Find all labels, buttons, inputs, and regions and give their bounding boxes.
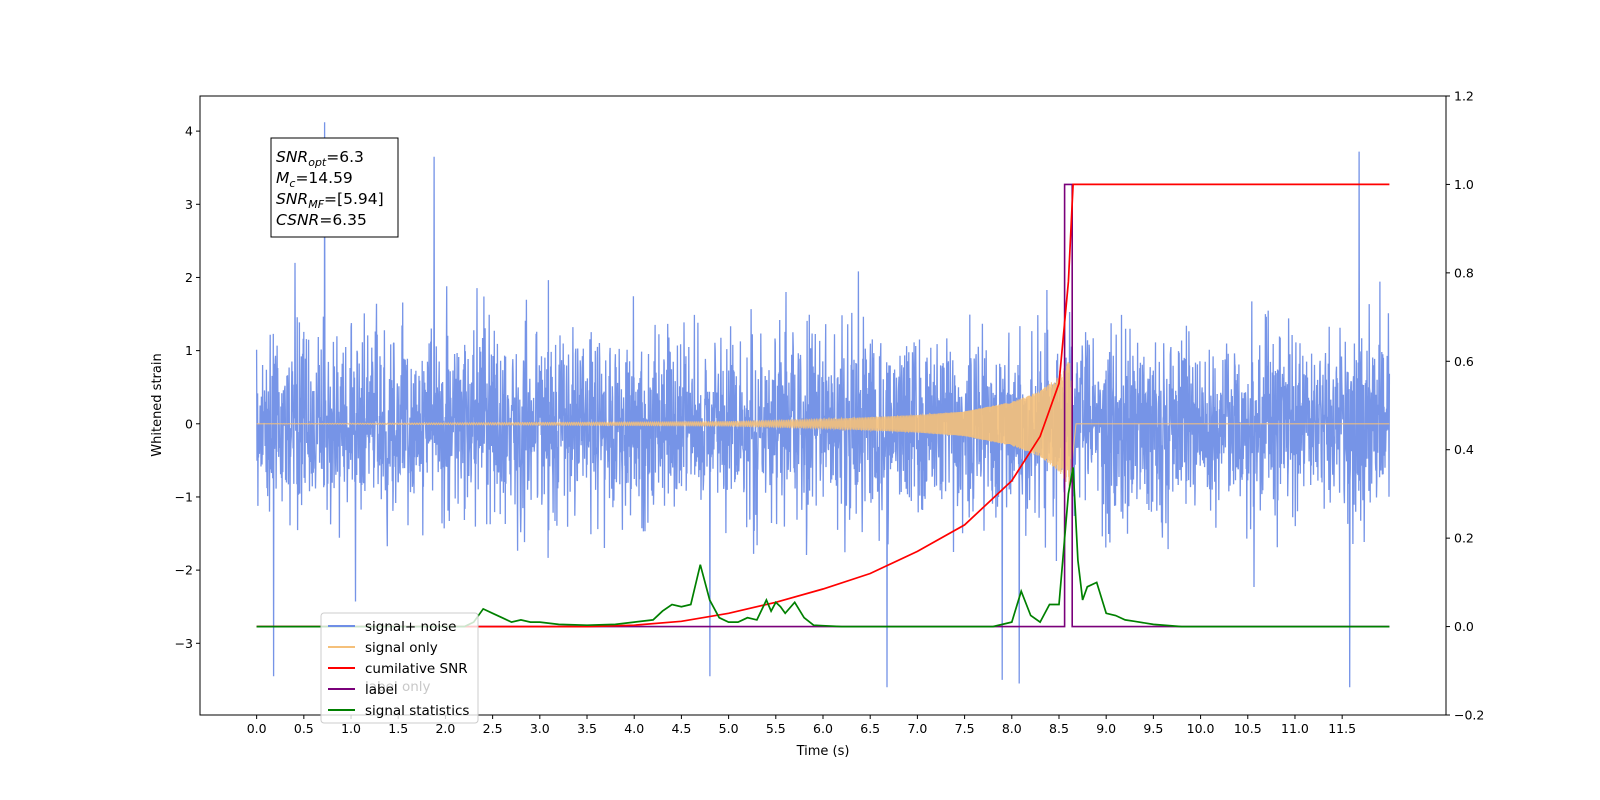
x-tick-label: 9.5 (1143, 721, 1163, 736)
x-tick-label: 6.5 (860, 721, 880, 736)
y2-tick-label: 0.2 (1454, 531, 1474, 546)
legend-occluded-text: label only (365, 679, 431, 695)
y-tick-label: −2 (175, 563, 193, 578)
y-tick-label: −1 (175, 489, 193, 504)
series-signal-statistics (256, 467, 1390, 628)
legend-label: signal only (365, 640, 438, 656)
x-tick-label: 11.5 (1328, 721, 1356, 736)
x-tick-label: 11.0 (1281, 721, 1309, 736)
y-tick-label: 1 (185, 343, 193, 358)
x-tick-label: 8.0 (1002, 721, 1022, 736)
legend: label only signal+ noise signal only cumila… (320, 612, 479, 724)
legend-label: cumilative SNR (365, 661, 468, 677)
y-axis-label: Whitened strain (150, 353, 165, 456)
x-tick-label: 1.5 (388, 721, 408, 736)
y2-tick-label: −0.2 (1454, 708, 1484, 723)
series-signal-plus-noise (255, 122, 1391, 688)
x-tick-label: 7.0 (907, 721, 927, 736)
annotation-line: SNRMF=[5.94] (276, 190, 384, 211)
annotation-line: CSNR=6.35 (276, 211, 367, 229)
x-tick-label: 3.5 (577, 721, 597, 736)
y2-tick-label: 1.0 (1454, 177, 1474, 192)
y-tick-label: 2 (185, 270, 193, 285)
x-axis-label: Time (s) (796, 744, 850, 759)
legend-label: signal statistics (365, 703, 469, 719)
x-tick-label: 0.0 (247, 721, 267, 736)
legend-label: label (365, 682, 398, 698)
y-tick-label: 3 (185, 197, 193, 212)
y-tick-label: −3 (175, 636, 193, 651)
x-tick-label: 8.5 (1049, 721, 1069, 736)
x-tick-label: 6.0 (813, 721, 833, 736)
legend-label: signal+ noise (365, 619, 456, 635)
y-tick-label: 0 (185, 416, 193, 431)
x-tick-label: 10.5 (1234, 721, 1262, 736)
y-tick-label: 4 (185, 124, 193, 139)
series-signal-only (256, 361, 1390, 488)
x-tick-label: 2.0 (435, 721, 455, 736)
annotation-line: SNRopt=6.3 (276, 148, 364, 169)
y2-tick-label: 0.0 (1454, 619, 1474, 634)
y2-tick-label: 0.6 (1454, 354, 1474, 369)
x-tick-label: 9.0 (1096, 721, 1116, 736)
y2-tick-label: 0.4 (1454, 442, 1474, 457)
x-tick-label: 5.0 (719, 721, 739, 736)
x-tick-label: 0.5 (294, 721, 314, 736)
y2-tick-label: 0.8 (1454, 265, 1474, 280)
y2-tick-label: 1.2 (1454, 89, 1474, 104)
x-tick-label: 2.5 (483, 721, 503, 736)
x-tick-label: 7.5 (955, 721, 975, 736)
x-tick-label: 1.0 (341, 721, 361, 736)
series-cumulative-snr (256, 183, 1390, 628)
x-tick-label: 4.0 (624, 721, 644, 736)
x-tick-label: 4.5 (671, 721, 691, 736)
annotation-line: Mc=14.59 (276, 169, 353, 190)
x-tick-label: 3.0 (530, 721, 550, 736)
x-tick-label: 5.5 (766, 721, 786, 736)
x-tick-label: 10.0 (1187, 721, 1215, 736)
